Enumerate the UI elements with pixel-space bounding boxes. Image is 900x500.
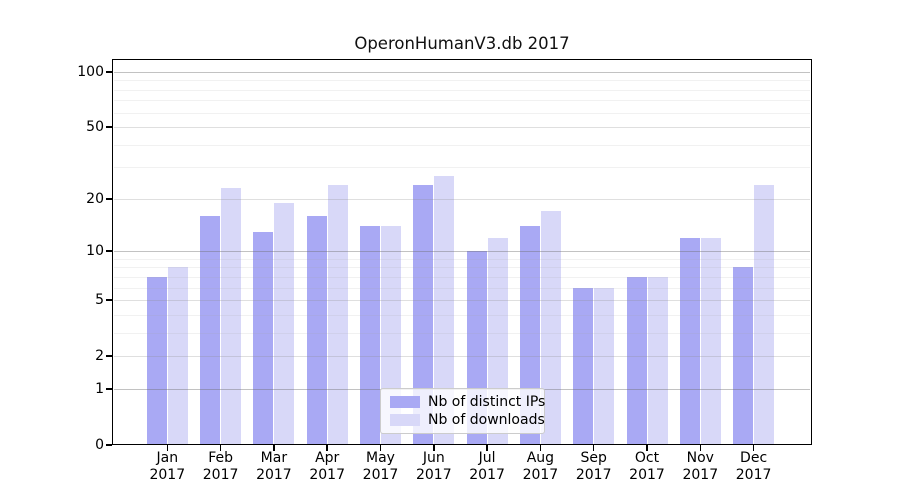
- x-tick-label: Apr 2017: [309, 450, 345, 483]
- x-tick-label: Aug 2017: [522, 450, 559, 483]
- legend-label-downloads: Nb of downloads: [428, 412, 545, 429]
- bar-distinct-ips-mar: [253, 231, 274, 445]
- bar-downloads-feb: [221, 188, 242, 445]
- gridline-minor: [114, 267, 810, 269]
- x-tick-label: Jun 2017: [415, 450, 452, 483]
- x-tick-label: Sep 2017: [575, 450, 612, 483]
- legend-item-distinct-ips: Nb of distinct IPs: [390, 394, 545, 410]
- bar-downloads-oct: [647, 276, 668, 445]
- y-tick-mark: [106, 250, 112, 252]
- gridline-minor: [114, 144, 810, 146]
- x-tick-label: Jul 2017: [469, 450, 505, 483]
- bar-distinct-ips-feb: [200, 215, 221, 445]
- gridline-20: [114, 198, 810, 200]
- y-tick-label: 100: [77, 63, 104, 80]
- x-tick-label: Jan 2017: [149, 450, 186, 483]
- gridline-minor: [114, 287, 810, 289]
- y-tick-label: 0: [95, 437, 104, 453]
- y-tick-mark: [106, 71, 112, 73]
- bar-distinct-ips-sep: [573, 287, 594, 445]
- x-tick-label: Mar 2017: [256, 450, 292, 483]
- bar-distinct-ips-may: [360, 226, 380, 445]
- legend: Nb of distinct IPs Nb of downloads: [380, 388, 545, 434]
- legend-swatch-distinct-ips-icon: [390, 395, 420, 408]
- bar-downloads-jun: [434, 175, 455, 445]
- gridline-minor: [114, 167, 810, 169]
- x-tick-label: May 2017: [362, 450, 399, 483]
- gridline-5: [114, 300, 810, 302]
- bar-distinct-ips-nov: [679, 237, 700, 445]
- x-tick-mark: [326, 445, 328, 451]
- bar-distinct-ips-oct: [626, 276, 647, 445]
- gridline-10: [114, 251, 810, 253]
- y-tick-label: 2: [95, 348, 104, 365]
- y-tick-mark: [106, 299, 112, 301]
- x-tick-label: Nov 2017: [682, 450, 719, 483]
- bar-downloads-dec: [754, 184, 775, 445]
- x-tick-mark: [592, 445, 595, 451]
- legend-label-distinct-ips: Nb of distinct IPs: [428, 393, 546, 410]
- x-tick-mark: [486, 445, 488, 451]
- gridline-minor: [114, 100, 810, 102]
- legend-swatch-downloads-icon: [390, 414, 420, 427]
- y-tick-label: 5: [95, 292, 104, 309]
- x-tick-mark: [273, 445, 275, 451]
- gridline-minor: [114, 80, 810, 82]
- x-tick-mark: [699, 445, 702, 451]
- gridline-minor: [114, 112, 810, 114]
- bar-distinct-ips-jan: [146, 276, 167, 445]
- x-tick-mark: [219, 445, 222, 451]
- y-tick-label: 20: [86, 190, 104, 207]
- gridline-2: [114, 356, 810, 358]
- y-tick-mark: [106, 388, 112, 390]
- gridline-minor: [114, 258, 810, 260]
- bar-downloads-jan: [167, 267, 188, 445]
- x-tick-label: Dec 2017: [735, 450, 772, 483]
- y-tick-mark: [106, 198, 112, 200]
- y-tick-label: 10: [86, 243, 104, 260]
- gridline-minor: [114, 332, 810, 334]
- chart-title: OperonHumanV3.db 2017: [354, 34, 570, 53]
- gridline-minor: [114, 276, 810, 278]
- y-tick-label: 1: [95, 380, 104, 397]
- x-tick-mark: [646, 445, 648, 451]
- gridline-minor: [114, 314, 810, 316]
- bar-downloads-nov: [700, 237, 721, 445]
- x-tick-label: Oct 2017: [629, 450, 665, 483]
- bar-downloads-apr: [327, 184, 348, 445]
- y-tick-mark: [106, 355, 112, 357]
- gridline-50: [114, 127, 810, 129]
- y-tick-mark: [106, 444, 112, 446]
- bar-distinct-ips-jun: [413, 184, 434, 445]
- x-tick-label: Feb 2017: [202, 450, 239, 483]
- y-tick-mark: [106, 126, 112, 128]
- x-tick-mark: [166, 445, 169, 451]
- bar-downloads-mar: [274, 202, 295, 445]
- x-tick-mark: [379, 445, 382, 451]
- gridline-minor: [114, 89, 810, 91]
- bar-downloads-aug: [540, 211, 561, 445]
- x-tick-mark: [433, 445, 435, 451]
- x-tick-mark: [752, 445, 755, 451]
- x-tick-mark: [539, 445, 542, 451]
- y-tick-label: 50: [86, 119, 104, 136]
- bar-downloads-sep: [594, 287, 615, 445]
- legend-item-downloads: Nb of downloads: [390, 412, 545, 428]
- bar-distinct-ips-dec: [733, 267, 754, 445]
- bar-distinct-ips-apr: [306, 215, 327, 445]
- gridline-100: [114, 71, 810, 73]
